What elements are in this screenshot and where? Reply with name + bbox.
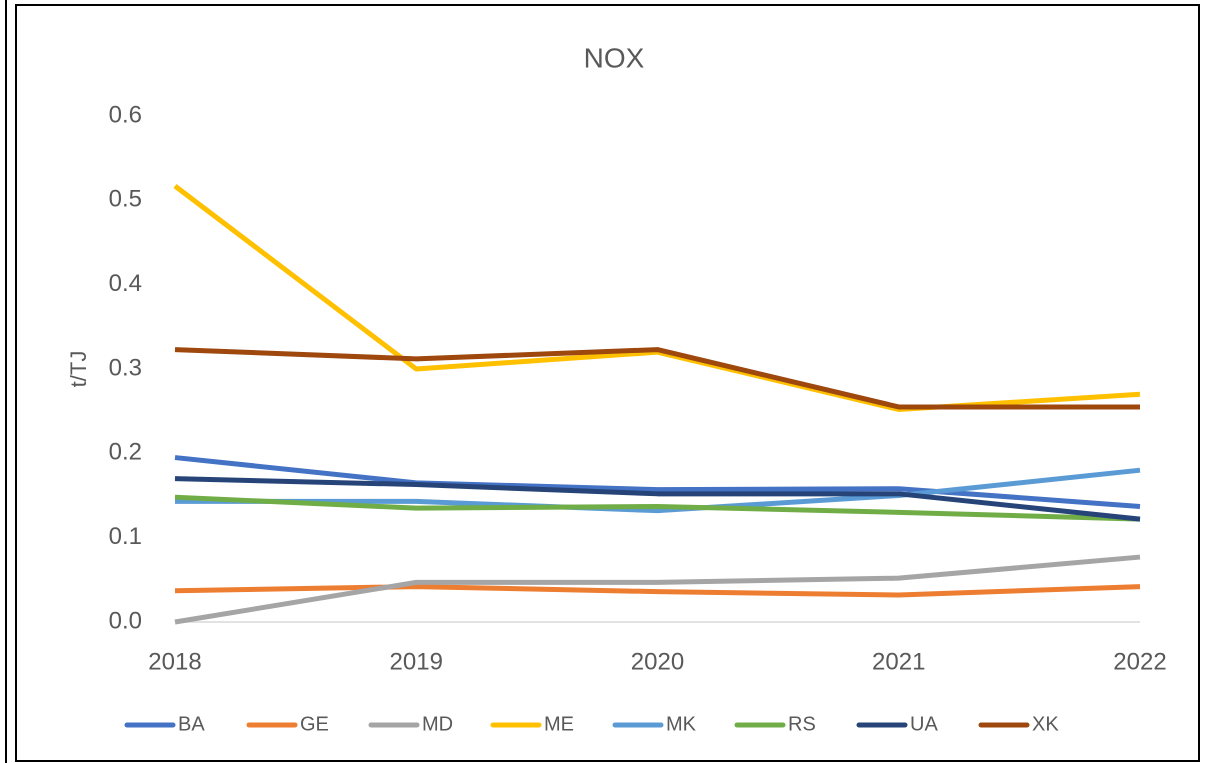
series-line (174, 494, 1141, 522)
x-tick-label: 2019 (390, 648, 443, 675)
y-tick-label: 0.0 (109, 607, 142, 634)
legend-label: RS (788, 713, 816, 735)
legend-label: UA (910, 713, 938, 735)
y-tick-label: 0.2 (109, 439, 142, 466)
y-axis-label: t/TJ (66, 351, 91, 388)
legend-label: MD (422, 713, 453, 735)
y-tick-label: 0.4 (109, 270, 142, 297)
x-tick-label: 2021 (872, 648, 925, 675)
legend-label: GE (300, 713, 329, 735)
legend-label: XK (1032, 713, 1059, 735)
y-tick-label: 0.1 (109, 523, 142, 550)
series-line (174, 476, 1141, 522)
y-tick-label: 0.3 (109, 354, 142, 381)
y-tick-label: 0.5 (109, 186, 142, 213)
legend-label: ME (544, 713, 574, 735)
series-line (174, 347, 1140, 410)
y-tick-label: 0.6 (109, 101, 142, 128)
x-tick-label: 2022 (1113, 648, 1166, 675)
series-line (175, 467, 1141, 514)
legend-label: MK (666, 713, 697, 735)
x-tick-label: 2020 (631, 648, 684, 675)
chart-frame (15, 4, 1200, 762)
series-line (174, 584, 1141, 598)
series-line (174, 455, 1141, 509)
chart-title: NOX (584, 42, 645, 73)
legend-label: BA (178, 713, 205, 735)
series-line (174, 554, 1141, 625)
x-tick-label: 2018 (148, 648, 201, 675)
